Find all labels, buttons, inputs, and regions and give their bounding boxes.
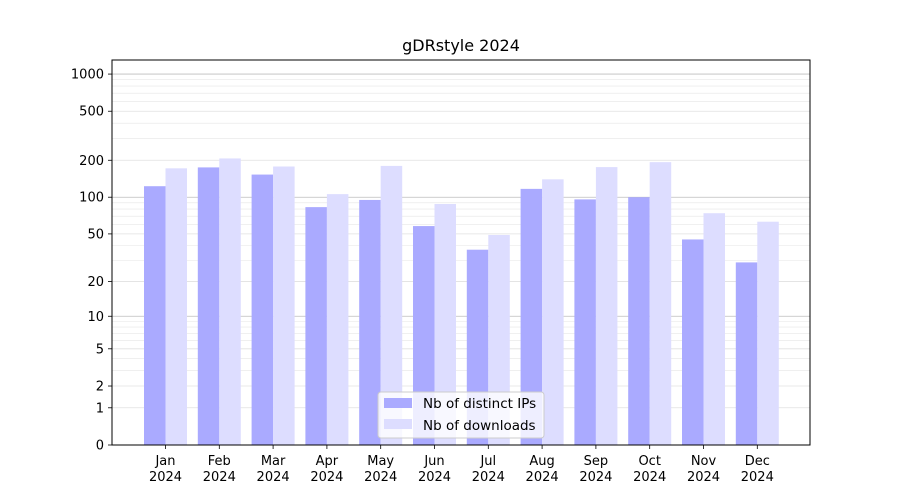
y-tick-label: 500 (79, 105, 104, 120)
bar-distinct-ips (144, 186, 166, 445)
bar-downloads (757, 221, 779, 445)
x-tick-label: Jan 2024 (149, 454, 182, 485)
bar-downloads (219, 158, 241, 445)
legend: Nb of distinct IPs Nb of downloads (377, 391, 545, 439)
bar-downloads (165, 168, 187, 445)
x-tick-label: May 2024 (364, 454, 397, 485)
bar-downloads (380, 165, 403, 446)
y-tick-label: 1 (96, 401, 104, 416)
bar-distinct-ips (251, 174, 274, 446)
x-tick-label: Oct 2024 (633, 454, 666, 485)
legend-label-downloads: Nb of downloads (423, 418, 536, 434)
x-axis: Jan 2024 Feb 2024 Mar 2024 Apr 2024 May 2024 Jun 20… (149, 445, 774, 485)
legend-label-ips: Nb of distinct IPs (423, 396, 536, 412)
bar-downloads (273, 166, 295, 446)
bar-downloads (649, 162, 672, 445)
y-tick-label: 0 (96, 439, 104, 454)
bar-distinct-ips (574, 199, 596, 445)
bar-downloads (595, 167, 618, 445)
bar-distinct-ips (197, 167, 220, 445)
bar-downloads (326, 194, 349, 445)
legend-box (377, 391, 545, 439)
bar-downloads (434, 204, 456, 445)
y-tick-label: 200 (79, 154, 104, 169)
y-tick-label: 10 (87, 310, 104, 325)
x-tick-label: Dec 2024 (741, 454, 774, 485)
bar-distinct-ips (682, 239, 704, 445)
bar-downloads (703, 213, 725, 445)
legend-swatch-downloads (384, 419, 412, 429)
bar-distinct-ips (520, 188, 543, 445)
x-tick-label: Apr 2024 (310, 454, 343, 485)
y-tick-label: 100 (79, 191, 104, 206)
x-tick-label: Aug 2024 (526, 454, 559, 485)
plot-frame (111, 59, 811, 446)
bars (144, 158, 779, 446)
x-tick-label: Jun 2024 (418, 454, 451, 485)
x-tick-label: Mar 2024 (257, 454, 290, 485)
x-tick-label: Sep 2024 (579, 454, 612, 485)
x-tick-label: Nov 2024 (687, 454, 720, 485)
y-tick-label: 2 (96, 380, 104, 395)
bar-distinct-ips (628, 197, 650, 445)
y-tick-label: 20 (87, 275, 104, 290)
bar-distinct-ips (359, 199, 381, 445)
x-tick-label: Jul 2024 (472, 454, 505, 485)
y-axis: 0 1 2 5 10 20 50 100 200 500 1000 (71, 68, 112, 454)
bar-distinct-ips (413, 226, 435, 445)
x-tick-label: Feb 2024 (203, 454, 236, 485)
y-tick-label: 50 (87, 227, 104, 242)
y-tick-label: 1000 (71, 68, 104, 83)
legend-swatch-ips (384, 398, 412, 408)
bar-distinct-ips (735, 262, 758, 445)
bar-distinct-ips (305, 207, 327, 445)
bar-downloads (542, 179, 564, 445)
y-tick-label: 5 (96, 342, 104, 357)
chart-title: gDRstyle 2024 (402, 36, 520, 55)
